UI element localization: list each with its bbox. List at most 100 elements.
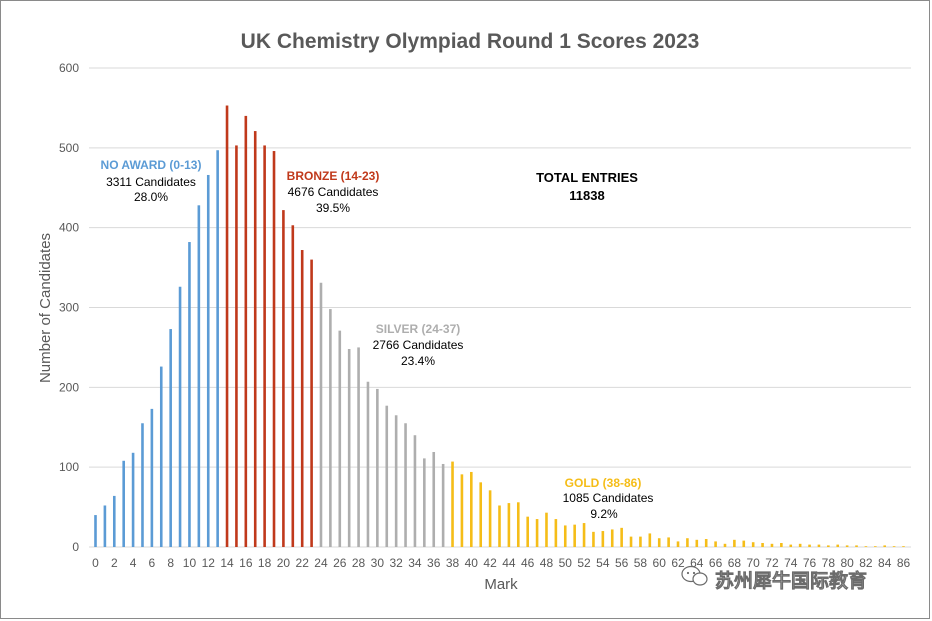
bar-mark-40 bbox=[470, 471, 473, 547]
watermark: 苏州犀牛国际教育 bbox=[681, 565, 867, 592]
bar-mark-25 bbox=[329, 309, 332, 547]
x-tick-label-82: 82 bbox=[859, 556, 873, 570]
bar-mark-19 bbox=[272, 151, 276, 547]
bar-mark-26 bbox=[338, 330, 342, 547]
annotation-no-award-percent: 28.0% bbox=[134, 190, 168, 204]
x-tick-label-36: 36 bbox=[427, 556, 441, 570]
x-tick-label-78: 78 bbox=[822, 556, 836, 570]
x-tick-label-66: 66 bbox=[709, 556, 723, 570]
bar-mark-86 bbox=[902, 546, 905, 547]
bar-mark-60 bbox=[657, 538, 661, 547]
bar-mark-68 bbox=[733, 539, 736, 547]
bar-mark-11 bbox=[197, 205, 201, 547]
y-axis-title: Number of Candidates bbox=[37, 233, 54, 383]
x-tick-label-8: 8 bbox=[167, 556, 174, 570]
bar-mark-55 bbox=[610, 529, 614, 547]
bar-mark-28 bbox=[357, 347, 360, 547]
bar-mark-81 bbox=[855, 545, 858, 547]
bar-mark-12 bbox=[206, 174, 210, 547]
bar-mark-36 bbox=[432, 451, 436, 547]
annotation-bronze-title: BRONZE (14-23) bbox=[287, 169, 380, 183]
x-tick-label-72: 72 bbox=[765, 556, 779, 570]
bar-mark-15 bbox=[235, 145, 238, 547]
x-axis-title: Mark bbox=[484, 576, 518, 593]
y-tick-label-200: 200 bbox=[59, 380, 79, 394]
bar-mark-79 bbox=[836, 544, 840, 547]
total-entries-value: 11838 bbox=[569, 188, 604, 203]
bar-mark-85 bbox=[892, 546, 896, 547]
x-axis-tick-labels: 0 2 4 6 8 10 12 14 16 18 20 22 24 26 28 30 32 34 36 38 40 42 4… bbox=[92, 556, 910, 570]
x-tick-label-42: 42 bbox=[483, 556, 497, 570]
x-tick-label-52: 52 bbox=[577, 556, 591, 570]
x-tick-label-18: 18 bbox=[258, 556, 272, 570]
bar-mark-53 bbox=[592, 531, 595, 547]
y-tick-label-100: 100 bbox=[59, 460, 79, 474]
x-tick-label-28: 28 bbox=[352, 556, 366, 570]
x-tick-label-4: 4 bbox=[130, 556, 137, 570]
x-tick-label-60: 60 bbox=[653, 556, 667, 570]
bar-mark-46 bbox=[526, 516, 529, 547]
bar-mark-67 bbox=[723, 543, 727, 547]
bar-mark-51 bbox=[573, 524, 576, 547]
bar-mark-84 bbox=[883, 545, 887, 547]
bar-mark-62 bbox=[676, 541, 680, 547]
bar-mark-58 bbox=[639, 536, 642, 547]
bar-mark-4 bbox=[131, 452, 135, 547]
x-tick-label-74: 74 bbox=[784, 556, 798, 570]
bar-mark-50 bbox=[563, 525, 567, 547]
x-tick-label-40: 40 bbox=[465, 556, 479, 570]
annotation-bronze-percent: 39.5% bbox=[316, 201, 350, 215]
bar-mark-20 bbox=[282, 210, 285, 547]
x-tick-label-30: 30 bbox=[371, 556, 385, 570]
bars bbox=[94, 105, 905, 548]
x-tick-label-84: 84 bbox=[878, 556, 892, 570]
bar-mark-52 bbox=[582, 523, 586, 547]
bar-mark-21 bbox=[291, 225, 295, 547]
bar-mark-61 bbox=[667, 537, 670, 547]
bar-mark-56 bbox=[620, 527, 623, 547]
bar-mark-23 bbox=[310, 259, 313, 547]
bar-mark-14 bbox=[225, 105, 229, 547]
bar-mark-63 bbox=[686, 538, 689, 547]
watermark-text: 苏州犀牛国际教育 bbox=[715, 569, 867, 592]
x-tick-label-2: 2 bbox=[111, 556, 118, 570]
x-tick-label-86: 86 bbox=[897, 556, 911, 570]
x-tick-label-70: 70 bbox=[746, 556, 760, 570]
y-tick-label-500: 500 bbox=[59, 141, 79, 155]
gridlines bbox=[89, 67, 911, 548]
x-tick-label-16: 16 bbox=[239, 556, 253, 570]
bar-mark-9 bbox=[178, 286, 182, 547]
bar-mark-72 bbox=[770, 543, 774, 547]
bar-mark-69 bbox=[742, 540, 746, 547]
bar-mark-57 bbox=[629, 536, 633, 547]
x-tick-label-34: 34 bbox=[408, 556, 422, 570]
bar-mark-74 bbox=[789, 544, 793, 547]
bar-mark-10 bbox=[188, 242, 191, 547]
bar-mark-65 bbox=[704, 539, 708, 547]
bar-mark-83 bbox=[874, 546, 877, 547]
annotation-silver-title: SILVER (24-37) bbox=[376, 322, 460, 336]
bar-mark-41 bbox=[479, 482, 483, 547]
y-tick-label-0: 0 bbox=[72, 540, 79, 554]
x-tick-label-68: 68 bbox=[728, 556, 742, 570]
bar-mark-17 bbox=[253, 131, 257, 547]
y-axis-tick-labels: 0 100 200 300 400 500 600 bbox=[59, 61, 79, 554]
bar-mark-0 bbox=[94, 515, 97, 547]
total-entries-label: TOTAL ENTRIES bbox=[536, 170, 638, 185]
x-tick-label-20: 20 bbox=[277, 556, 291, 570]
bar-mark-24 bbox=[319, 282, 323, 547]
bar-mark-75 bbox=[798, 543, 802, 547]
bar-mark-33 bbox=[404, 423, 407, 547]
bar-mark-13 bbox=[216, 150, 219, 547]
bar-mark-7 bbox=[159, 366, 163, 547]
annotation-silver-candidates: 2766 Candidates bbox=[373, 338, 464, 352]
bar-mark-66 bbox=[714, 541, 717, 547]
bar-mark-2 bbox=[112, 495, 116, 547]
x-tick-label-62: 62 bbox=[671, 556, 685, 570]
bar-mark-39 bbox=[460, 474, 464, 547]
y-tick-label-400: 400 bbox=[59, 221, 79, 235]
x-tick-label-22: 22 bbox=[296, 556, 310, 570]
bar-mark-3 bbox=[122, 460, 125, 547]
bar-mark-30 bbox=[376, 388, 379, 547]
annotation-gold-percent: 9.2% bbox=[590, 507, 618, 521]
